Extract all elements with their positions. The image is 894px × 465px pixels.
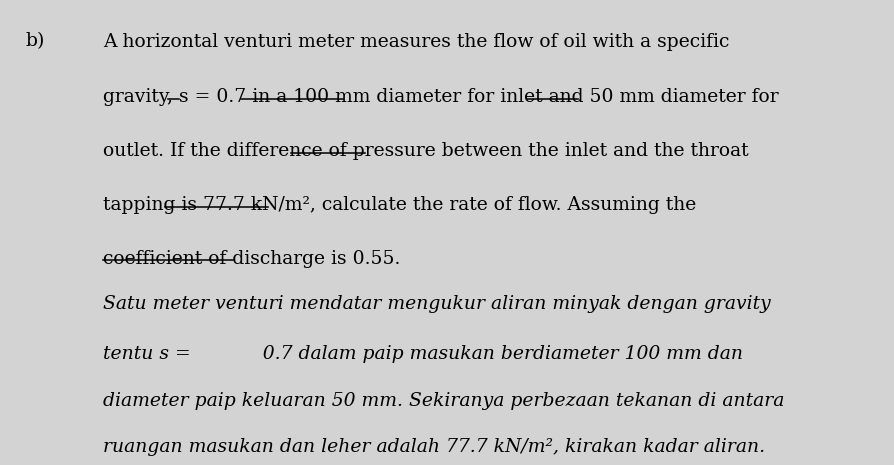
Text: A horizontal venturi meter measures the flow of oil with a specific: A horizontal venturi meter measures the … [103, 33, 730, 51]
Text: b): b) [25, 33, 45, 51]
Text: Satu meter venturi mendatar mengukur aliran minyak dengan gravity: Satu meter venturi mendatar mengukur ali… [103, 295, 771, 313]
Text: tapping is 77.7 kN/m², calculate the rate of flow. Assuming the: tapping is 77.7 kN/m², calculate the rat… [103, 196, 696, 214]
Text: ruangan masukan dan leher adalah 77.7 kN/m², kirakan kadar aliran.: ruangan masukan dan leher adalah 77.7 kN… [103, 438, 765, 456]
Text: coefficient of discharge is 0.55.: coefficient of discharge is 0.55. [103, 250, 401, 268]
Text: outlet. If the difference of pressure between the inlet and the throat: outlet. If the difference of pressure be… [103, 142, 748, 160]
Text: diameter paip keluaran 50 mm. Sekiranya perbezaan tekanan di antara: diameter paip keluaran 50 mm. Sekiranya … [103, 392, 784, 410]
Text: gravity, s = 0.7 in a 100 mm diameter for inlet and 50 mm diameter for: gravity, s = 0.7 in a 100 mm diameter fo… [103, 88, 779, 106]
Text: tentu s =            0.7 dalam paip masukan berdiameter 100 mm dan: tentu s = 0.7 dalam paip masukan berdiam… [103, 345, 743, 363]
